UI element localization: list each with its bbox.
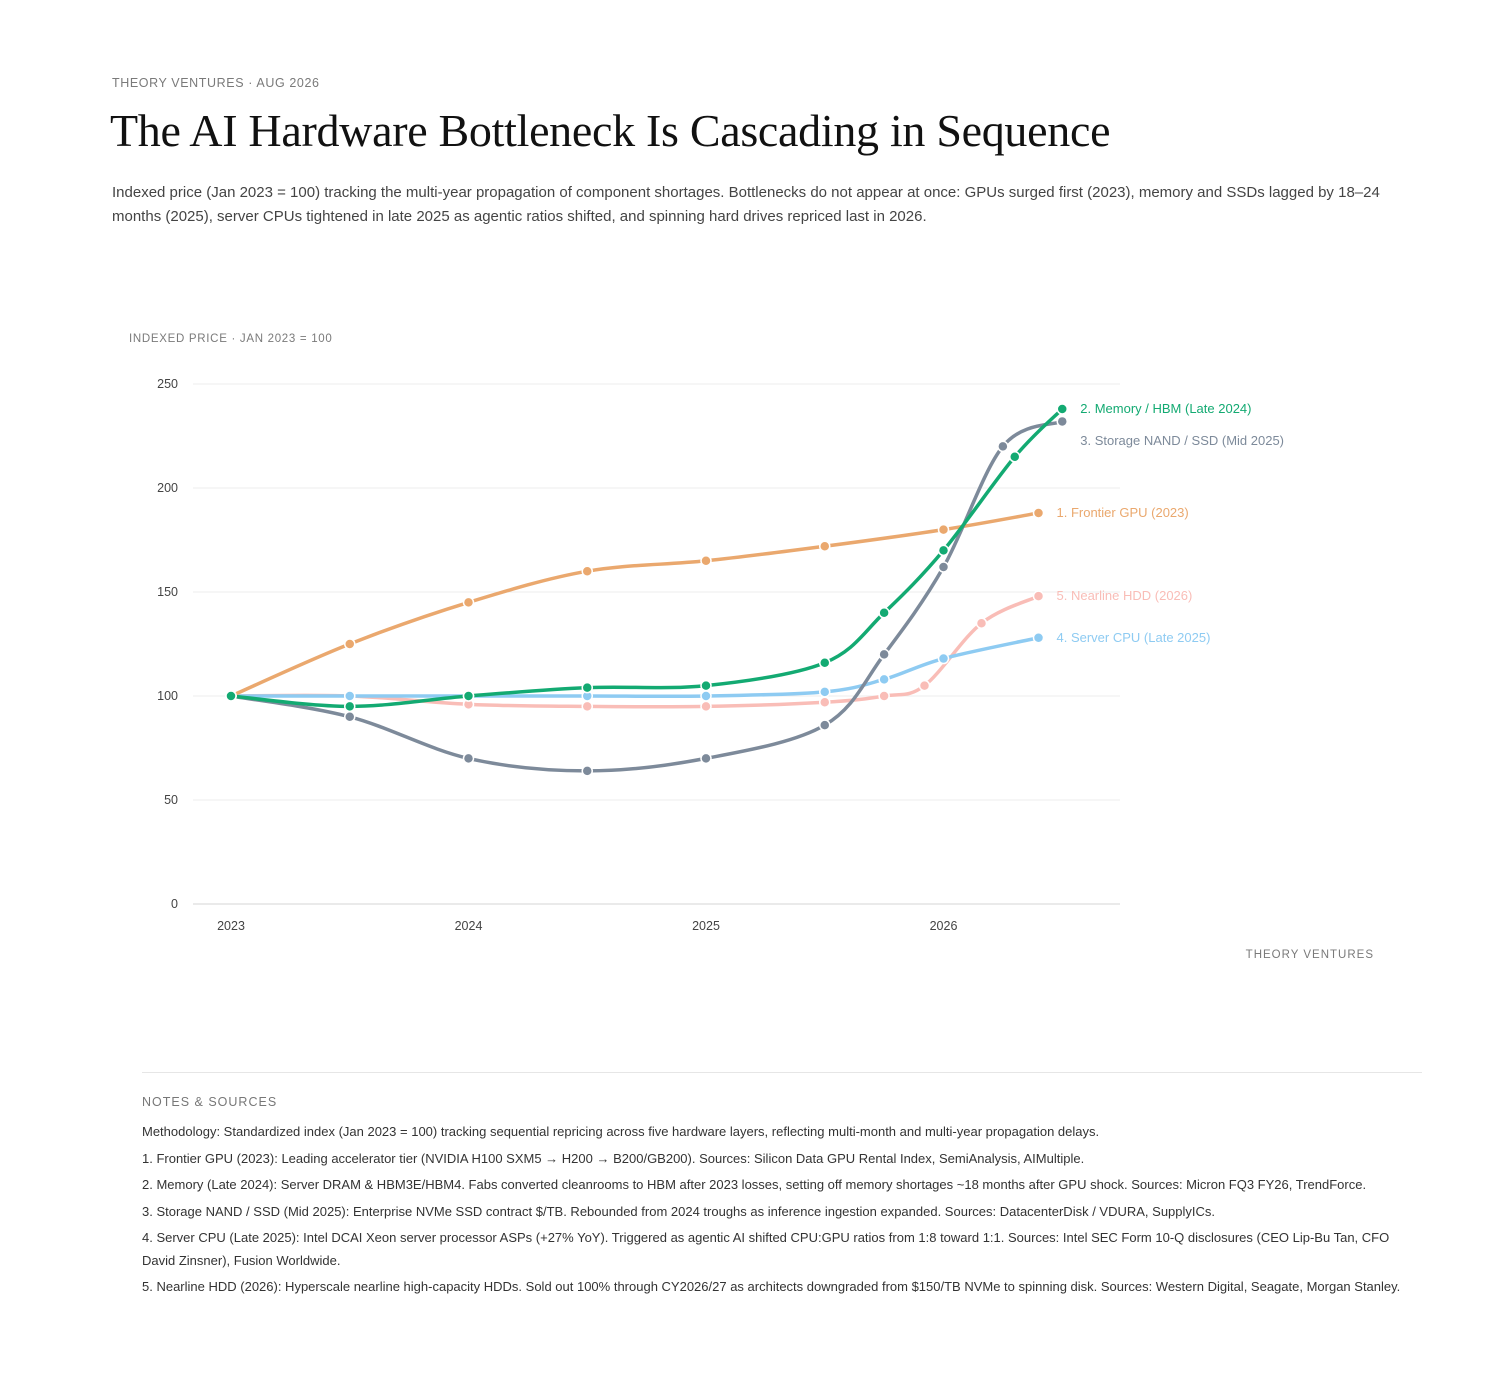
- x-tick-label: 2025: [692, 919, 720, 933]
- note-hdd: 5. Nearline HDD (2026): Hyperscale nearl…: [142, 1279, 1401, 1294]
- note-cpu: 4. Server CPU (Late 2025): Intel DCAI Xe…: [142, 1230, 1390, 1268]
- data-point-cpu: [878, 673, 890, 686]
- note-methodology: Methodology: Standardized index (Jan 202…: [142, 1124, 1100, 1139]
- data-point-memory: [819, 656, 831, 669]
- data-point-cpu: [819, 686, 831, 698]
- series-end-labels: 2. Memory / HBM (Late 2024) 3. Storage NA…: [1057, 401, 1285, 645]
- series-points: [225, 403, 1068, 777]
- data-point-storage: [581, 765, 593, 777]
- data-point-storage: [344, 711, 356, 723]
- data-point-hdd: [975, 617, 988, 629]
- data-point-hdd: [1032, 590, 1045, 602]
- x-tick-label: 2023: [217, 919, 245, 933]
- data-point-hdd: [819, 696, 831, 708]
- data-point-memory: [225, 690, 237, 702]
- brand-footer: THEORY VENTURES: [1245, 949, 1374, 961]
- data-point-storage: [937, 561, 950, 573]
- y-tick-labels: 0 50 100 150 200 250: [157, 377, 178, 911]
- subtitle: Indexed price (Jan 2023 = 100) tracking …: [112, 184, 1380, 225]
- series-line-hdd: [229, 594, 1041, 709]
- notes-title: NOTES & SOURCES: [142, 1095, 278, 1109]
- data-point-storage: [997, 440, 1009, 453]
- data-point-storage: [1056, 415, 1068, 428]
- data-point-gpu: [581, 565, 593, 577]
- note-gpu: 1. Frontier GPU (2023): Leading accelera…: [142, 1150, 1085, 1166]
- data-point-gpu: [344, 638, 356, 650]
- notes-section: NOTES & SOURCES Methodology: Standardize…: [142, 1072, 1422, 1303]
- data-point-storage: [878, 648, 890, 661]
- note-storage: 3. Storage NAND / SSD (Mid 2025): Enterp…: [142, 1203, 1216, 1219]
- y-tick-label: 0: [171, 897, 178, 911]
- series-label-cpu: 4. Server CPU (Late 2025): [1057, 630, 1211, 645]
- series-label-memory: 2. Memory / HBM (Late 2024): [1080, 401, 1251, 416]
- data-point-memory: [1009, 451, 1021, 463]
- series-label-hdd: 5. Nearline HDD (2026): [1057, 588, 1193, 603]
- x-tick-labels: 2023 2024 2025 2026: [217, 919, 957, 933]
- data-point-storage: [462, 752, 475, 765]
- series-lines: [229, 407, 1064, 773]
- data-point-gpu: [462, 596, 475, 609]
- data-point-hdd: [878, 690, 890, 702]
- data-point-memory: [878, 607, 890, 619]
- line-chart: 0 50 100 150 200 250 2023 2024 2025 2026 2. Memo…: [157, 377, 1285, 933]
- data-point-storage: [700, 752, 712, 765]
- data-point-hdd: [581, 700, 593, 713]
- data-point-memory: [1056, 403, 1068, 415]
- series-line-storage: [229, 419, 1064, 773]
- page-title: The AI Hardware Bottleneck Is Cascading …: [110, 105, 1111, 156]
- data-point-gpu: [700, 555, 712, 567]
- data-point-gpu: [819, 540, 831, 552]
- y-tick-label: 50: [164, 793, 178, 807]
- note-memory: 2. Memory (Late 2024): Server DRAM & HBM…: [142, 1177, 1367, 1192]
- data-point-hdd: [700, 700, 712, 713]
- y-axis-label: INDEXED PRICE · JAN 2023 = 100: [129, 333, 333, 345]
- data-point-memory: [700, 679, 712, 692]
- y-tick-label: 250: [157, 377, 178, 391]
- grid-lines: [193, 383, 1120, 905]
- data-point-gpu: [1032, 507, 1045, 519]
- data-point-memory: [581, 681, 593, 694]
- y-tick-label: 150: [157, 585, 178, 599]
- kicker: THEORY VENTURES · AUG 2026: [112, 76, 320, 90]
- y-tick-label: 100: [157, 689, 178, 703]
- series-line-cpu: [229, 636, 1041, 699]
- data-point-hdd: [918, 679, 931, 692]
- data-point-cpu: [344, 690, 356, 702]
- data-point-cpu: [937, 652, 950, 665]
- series-label-gpu: 1. Frontier GPU (2023): [1057, 505, 1189, 520]
- data-point-cpu: [700, 690, 712, 702]
- y-tick-label: 200: [157, 481, 178, 495]
- data-point-cpu: [1032, 632, 1045, 644]
- data-point-storage: [819, 719, 831, 731]
- series-label-storage: 3. Storage NAND / SSD (Mid 2025): [1080, 433, 1284, 448]
- x-tick-label: 2026: [930, 919, 958, 933]
- data-point-memory: [937, 544, 950, 557]
- x-tick-label: 2024: [455, 919, 483, 933]
- data-point-gpu: [937, 523, 950, 536]
- data-point-memory: [344, 700, 356, 713]
- series-line-memory: [229, 407, 1064, 709]
- data-point-memory: [462, 690, 475, 702]
